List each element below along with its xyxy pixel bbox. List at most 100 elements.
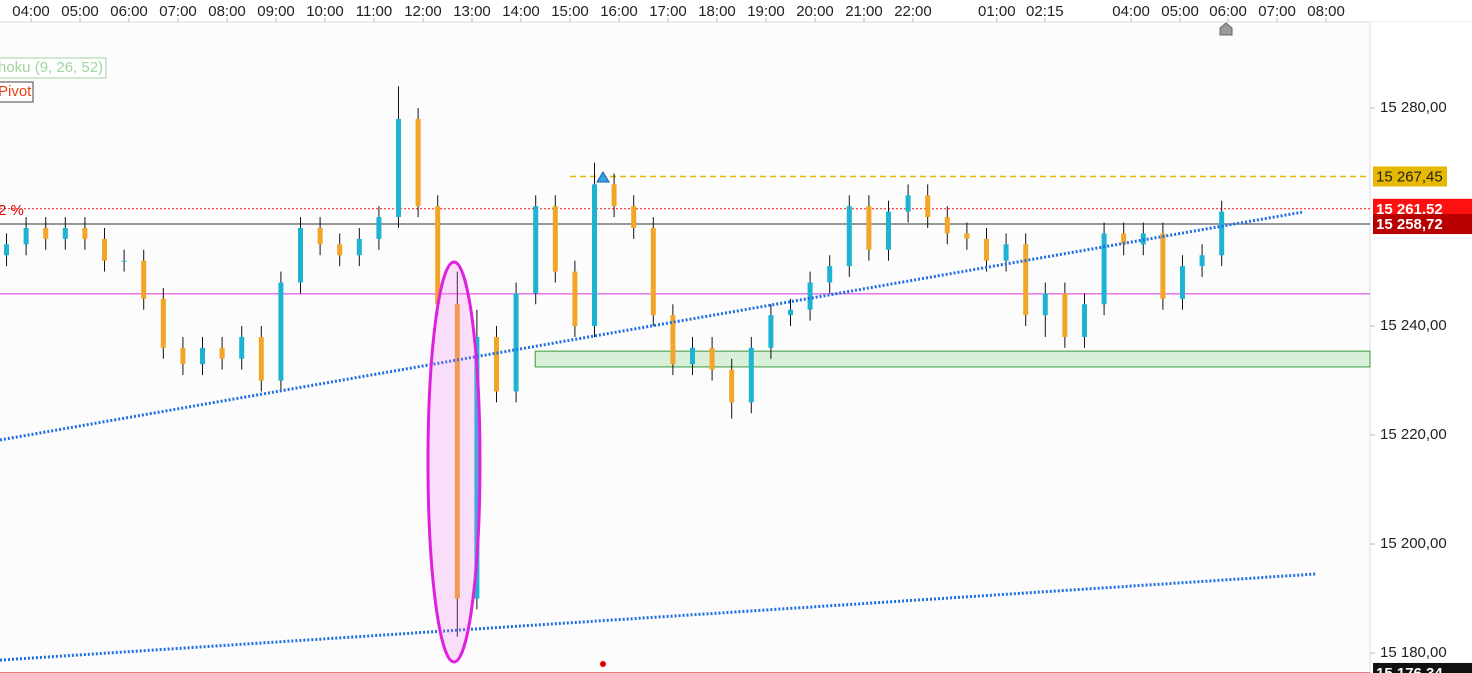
candle-body <box>141 260 147 299</box>
price-badge <box>1373 214 1472 235</box>
candle-body <box>474 336 480 599</box>
candle-body <box>827 266 833 283</box>
price-badge <box>1373 198 1472 219</box>
trendline <box>0 210 1303 442</box>
candle-body <box>866 206 872 250</box>
candle-body <box>219 347 225 359</box>
candle-body <box>807 282 813 310</box>
candle-body <box>200 347 206 365</box>
x-tick-label: 09:00 <box>257 3 295 20</box>
x-tick-label: 13:00 <box>453 3 491 20</box>
note-label: 2 % <box>0 202 24 219</box>
x-tick-label: 20:00 <box>796 3 834 20</box>
candle-body <box>62 227 68 239</box>
candle-body <box>121 260 127 262</box>
candle-body <box>396 118 402 218</box>
x-tick-label: 08:00 <box>1307 3 1345 20</box>
candle-body <box>885 211 891 250</box>
candle-body <box>925 195 931 218</box>
candle-body <box>533 206 539 294</box>
candle-body <box>591 184 597 327</box>
candle-body <box>454 304 460 599</box>
x-tick-label: 11:00 <box>356 3 392 20</box>
candle-body <box>689 347 695 365</box>
candle-body <box>356 238 362 256</box>
x-tick-label: 22:00 <box>894 3 932 20</box>
candle-body <box>1042 293 1048 316</box>
price-badge <box>1373 662 1472 673</box>
candle-body <box>1081 304 1087 337</box>
candle-body <box>278 282 284 381</box>
plot-background <box>0 0 1370 673</box>
x-tick-label: 14:00 <box>502 3 540 20</box>
candle-body <box>1003 244 1009 261</box>
candle-body <box>846 206 852 267</box>
x-tick-label: 12:00 <box>404 3 442 20</box>
candle-body <box>1062 293 1068 337</box>
x-tick-label: 19:00 <box>747 3 785 20</box>
indicator-label: hoku (9, 26, 52) <box>0 59 103 76</box>
candle-body <box>611 184 617 207</box>
candle-body <box>1101 233 1107 305</box>
candle-body <box>709 347 715 370</box>
y-tick-label: 15 200,00 <box>1380 535 1447 552</box>
price-axis-background <box>1370 22 1472 673</box>
price-badge-label: 15 267,45 <box>1376 168 1443 185</box>
candle-body <box>983 238 989 261</box>
candle-body <box>1219 211 1225 256</box>
y-tick-label: 15 180,00 <box>1380 644 1447 661</box>
price-badge-label: 15 176,34 <box>1376 665 1443 673</box>
highlight-ellipse <box>426 260 482 664</box>
y-tick-label: 15 280,00 <box>1380 99 1447 116</box>
candle-body <box>768 315 774 348</box>
marker <box>596 171 610 183</box>
candle-body <box>552 206 558 272</box>
y-tick-label: 15 220,00 <box>1380 426 1447 443</box>
price-badge <box>1373 166 1447 187</box>
indicator-box <box>0 81 34 103</box>
x-tick-label: 17:00 <box>649 3 687 20</box>
x-tick-label: 05:00 <box>61 3 99 20</box>
candle-body <box>258 336 264 381</box>
candle-body <box>415 118 421 207</box>
x-tick-label: 18:00 <box>698 3 736 20</box>
x-tick-label: 04:00 <box>12 3 50 20</box>
candle-body <box>337 244 343 256</box>
candle-body <box>494 336 500 392</box>
candle-body <box>787 309 793 316</box>
candle-body <box>905 195 911 212</box>
x-tick-label: 16:00 <box>600 3 638 20</box>
candle-body <box>572 271 578 327</box>
candle-body <box>748 347 754 403</box>
x-tick-label: 21:00 <box>845 3 883 20</box>
candle-body <box>23 227 29 245</box>
candle-body <box>82 227 88 239</box>
x-tick-label: 06:00 <box>110 3 148 20</box>
candle-body <box>650 227 656 316</box>
price-badge-label: 15 258,72 <box>1376 216 1443 233</box>
candle-body <box>1199 255 1205 267</box>
x-tick-label: 08:00 <box>208 3 246 20</box>
candle-body <box>1121 233 1127 245</box>
x-tick-label: 07:00 <box>159 3 197 20</box>
candle-body <box>513 293 519 392</box>
candle-body <box>4 244 10 256</box>
indicator-label: Pivot <box>0 83 32 100</box>
candle-body <box>298 227 304 283</box>
x-tick-label: 01:00 <box>978 3 1016 20</box>
x-tick-label: 10:00 <box>306 3 344 20</box>
x-tick-label: 06:00 <box>1209 3 1247 20</box>
candle-body <box>1179 266 1185 299</box>
marker-dot <box>600 661 606 667</box>
candle-body <box>180 347 186 365</box>
indicator-box <box>0 57 107 79</box>
candle-body <box>964 233 970 239</box>
candle-body <box>43 227 49 239</box>
y-tick-label: 15 240,00 <box>1380 317 1447 334</box>
x-tick-label: 07:00 <box>1258 3 1296 20</box>
candle-body <box>239 336 245 359</box>
candle-body <box>376 217 382 239</box>
x-tick-label: 04:00 <box>1112 3 1150 20</box>
x-tick-label: 02:15 <box>1026 3 1064 20</box>
